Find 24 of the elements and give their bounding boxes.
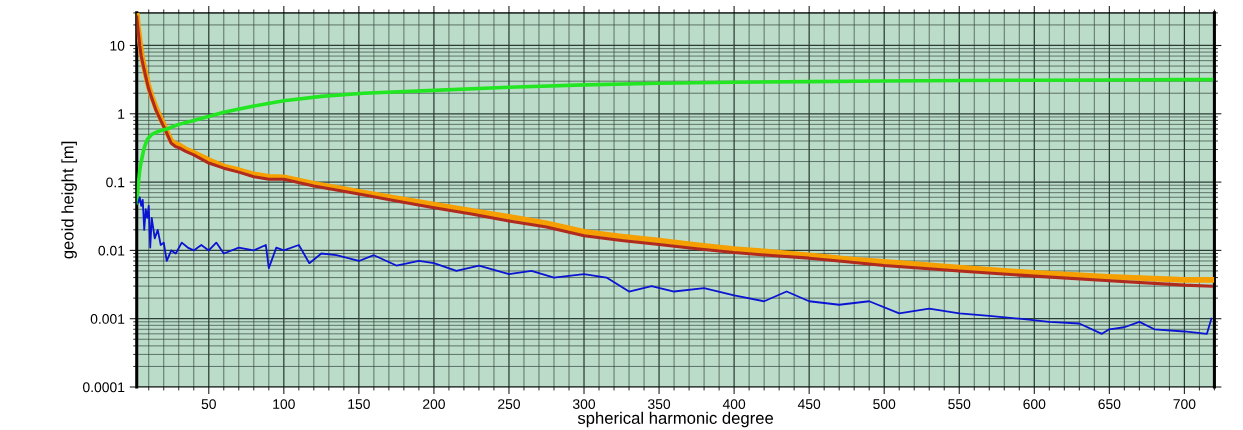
line-series — [136, 77, 1214, 205]
y-tick-label: 1 — [118, 109, 125, 119]
y-tick-label: 10 — [110, 40, 125, 51]
line-series — [137, 196, 1213, 335]
x-tick-label: 250 — [498, 399, 521, 410]
x-tick-label: 700 — [1173, 399, 1196, 410]
x-tick-label: 100 — [273, 399, 295, 410]
y-tick-label: 0.1 — [106, 177, 125, 188]
x-tick-label: 350 — [648, 399, 671, 410]
y-axis-title: geoid height [m] — [61, 141, 77, 259]
x-tick-label: 150 — [348, 399, 370, 410]
x-tick-label: 300 — [572, 399, 596, 410]
x-tick-label: 50 — [201, 399, 216, 410]
y-tick-label: 0.001 — [90, 314, 125, 324]
y-tick-label: 0.01 — [98, 245, 125, 256]
x-tick-label: 400 — [722, 399, 746, 410]
x-tick-label: 650 — [1098, 399, 1121, 410]
x-tick-label: 500 — [873, 399, 896, 410]
x-tick-label: 200 — [423, 399, 445, 410]
x-tick-label: 600 — [1023, 399, 1046, 410]
x-axis-title: spherical harmonic degree — [577, 411, 774, 428]
x-tick-label: 550 — [948, 399, 971, 410]
y-tick-label: 0.0001 — [82, 382, 125, 393]
x-tick-label: 450 — [797, 399, 821, 410]
